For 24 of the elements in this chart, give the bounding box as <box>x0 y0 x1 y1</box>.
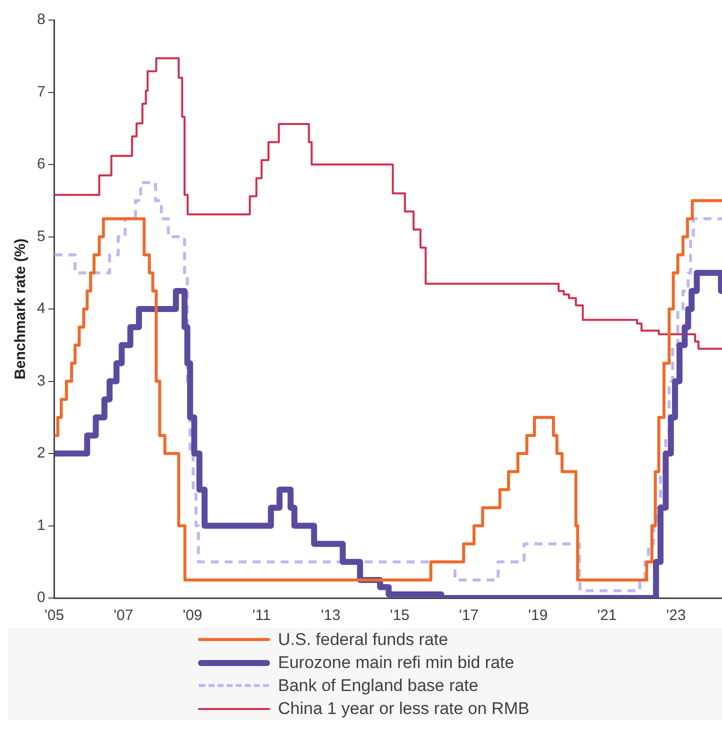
x-tick-label: '11 <box>252 607 271 624</box>
legend-label: Eurozone main refi min bid rate <box>278 652 514 674</box>
y-tick-label: 4 <box>37 300 46 318</box>
y-tick-label: 8 <box>37 11 46 28</box>
y-tick-label: 7 <box>37 83 46 100</box>
x-tick-label: '05 <box>44 607 64 624</box>
x-tick-label: '07 <box>114 607 134 624</box>
y-tick-label: 1 <box>37 516 46 534</box>
x-tick-label: '09 <box>182 607 202 624</box>
y-tick-label: 5 <box>37 228 46 245</box>
x-tick-label: '17 <box>459 607 479 624</box>
y-axis-title: Benchmark rate (%) <box>12 238 30 380</box>
x-tick-label: '19 <box>528 607 548 624</box>
x-tick-label: '21 <box>597 607 617 624</box>
y-tick-label: 6 <box>37 156 46 173</box>
legend-label: U.S. federal funds rate <box>278 629 448 651</box>
x-tick-label: '23 <box>666 607 686 624</box>
x-tick-label: '13 <box>320 607 340 624</box>
y-tick-label: 0 <box>37 589 46 606</box>
x-tick-label: '15 <box>390 607 410 624</box>
legend-label: China 1 year or less rate on RMB <box>278 698 530 720</box>
y-tick-label: 3 <box>37 372 46 390</box>
y-tick-label: 2 <box>37 444 46 462</box>
legend-label: Bank of England base rate <box>278 675 478 697</box>
